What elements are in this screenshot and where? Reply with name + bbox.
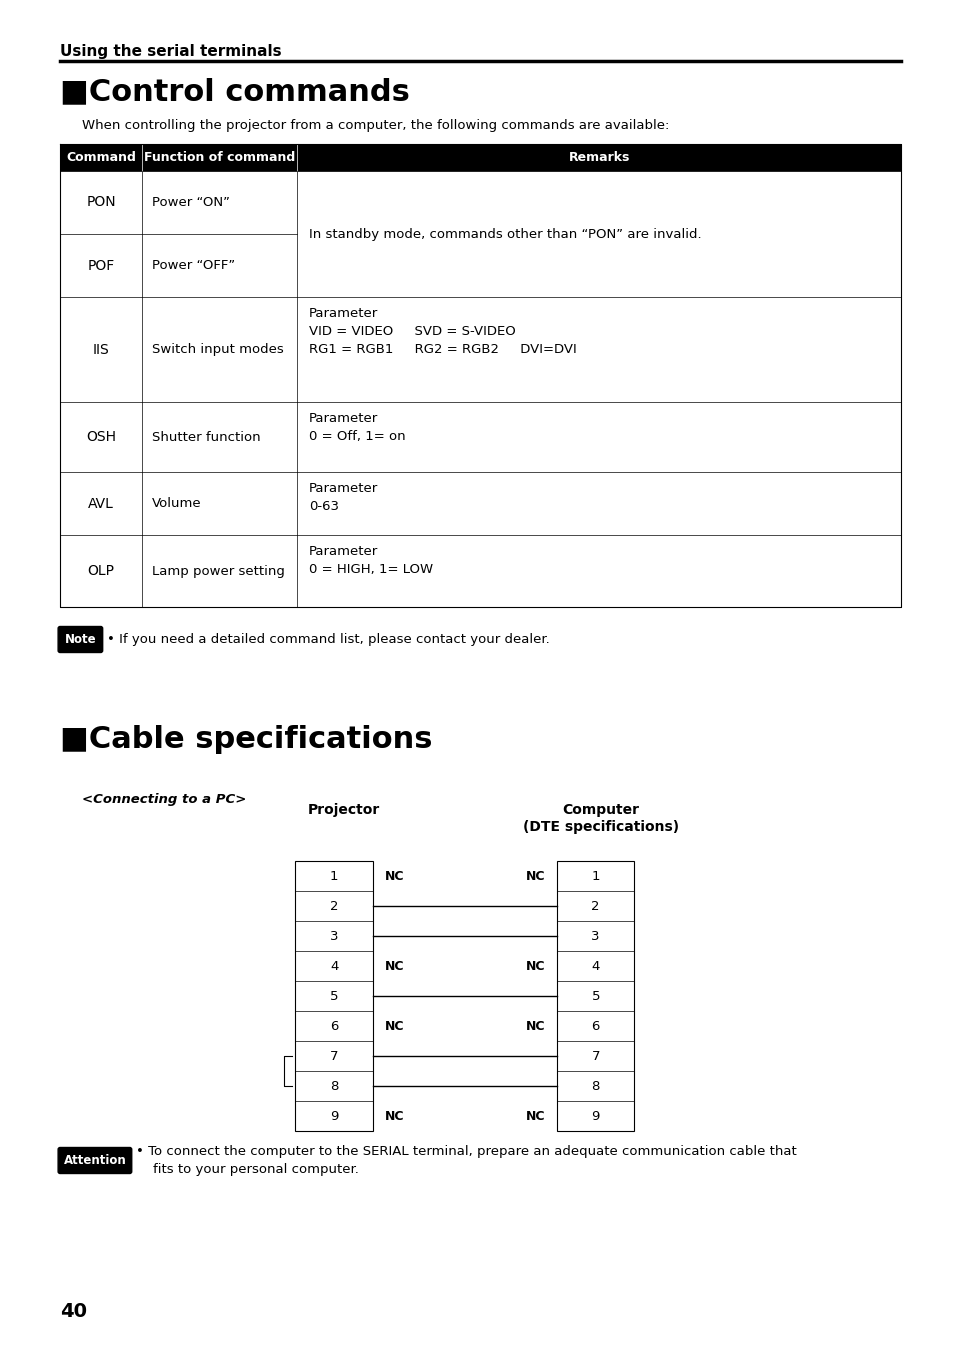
Text: OLP: OLP [88,564,114,577]
Text: 7: 7 [591,1050,599,1063]
Text: NC: NC [525,1109,545,1122]
Text: OSH: OSH [86,430,116,444]
Text: Attention: Attention [64,1153,126,1167]
Text: In standby mode, commands other than “PON” are invalid.: In standby mode, commands other than “PO… [309,228,700,240]
Text: 9: 9 [591,1109,599,1122]
Text: Using the serial terminals: Using the serial terminals [60,45,281,59]
Text: ■Cable specifications: ■Cable specifications [60,724,432,754]
Text: When controlling the projector from a computer, the following commands are avail: When controlling the projector from a co… [82,119,669,132]
Text: Power “ON”: Power “ON” [152,196,230,209]
Text: Lamp power setting: Lamp power setting [152,564,285,577]
Text: IIS: IIS [92,343,110,356]
Text: 6: 6 [330,1020,338,1032]
Text: • If you need a detailed command list, please contact your dealer.: • If you need a detailed command list, p… [107,633,549,646]
Text: NC: NC [384,1020,404,1032]
Text: • To connect the computer to the SERIAL terminal, prepare an adequate communicat: • To connect the computer to the SERIAL … [135,1145,796,1176]
Text: NC: NC [384,959,404,973]
Text: Power “OFF”: Power “OFF” [152,259,235,272]
Text: 4: 4 [330,959,338,973]
Text: Remarks: Remarks [568,151,629,165]
Text: NC: NC [384,870,404,882]
Text: Volume: Volume [152,496,201,510]
Text: Command: Command [66,151,136,165]
Bar [557,861,634,1130]
Text: POF: POF [88,259,114,272]
Text: Parameter
0-63: Parameter 0-63 [309,482,377,513]
Text: 2: 2 [330,900,338,912]
Text: 8: 8 [330,1079,338,1093]
Text: 8: 8 [591,1079,599,1093]
Text: 1: 1 [330,870,338,882]
Bar [295,861,373,1130]
Text: 2: 2 [591,900,599,912]
FancyBboxPatch shape [58,1148,132,1174]
Text: 3: 3 [330,929,338,943]
Text: NC: NC [525,959,545,973]
Text: 40: 40 [60,1302,87,1321]
Text: AVL: AVL [89,496,114,510]
Text: Parameter
0 = HIGH, 1= LOW: Parameter 0 = HIGH, 1= LOW [309,545,433,576]
Text: 5: 5 [330,990,338,1002]
Bar [60,144,900,171]
Text: Parameter
VID = VIDEO     SVD = S-VIDEO
RG1 = RGB1     RG2 = RGB2     DVI=DVI: Parameter VID = VIDEO SVD = S-VIDEO RG1 … [309,308,577,356]
Text: Parameter
0 = Off, 1= on: Parameter 0 = Off, 1= on [309,411,405,442]
Text: <Connecting to a PC>: <Connecting to a PC> [82,793,247,805]
Text: PON: PON [87,196,116,209]
Text: NC: NC [525,870,545,882]
Text: 1: 1 [591,870,599,882]
Text: 5: 5 [591,990,599,1002]
Text: ■Control commands: ■Control commands [60,77,410,107]
Text: NC: NC [384,1109,404,1122]
Text: NC: NC [525,1020,545,1032]
Text: 6: 6 [591,1020,599,1032]
Text: Shutter function: Shutter function [152,430,260,444]
Text: Projector: Projector [308,803,379,817]
Text: Note: Note [65,633,96,646]
Text: Computer
(DTE specifications): Computer (DTE specifications) [522,803,678,834]
Text: 4: 4 [591,959,599,973]
Text: 7: 7 [330,1050,338,1063]
Text: Switch input modes: Switch input modes [152,343,284,356]
Text: 3: 3 [591,929,599,943]
FancyBboxPatch shape [58,626,103,653]
Text: Function of command: Function of command [144,151,295,165]
Text: 9: 9 [330,1109,338,1122]
